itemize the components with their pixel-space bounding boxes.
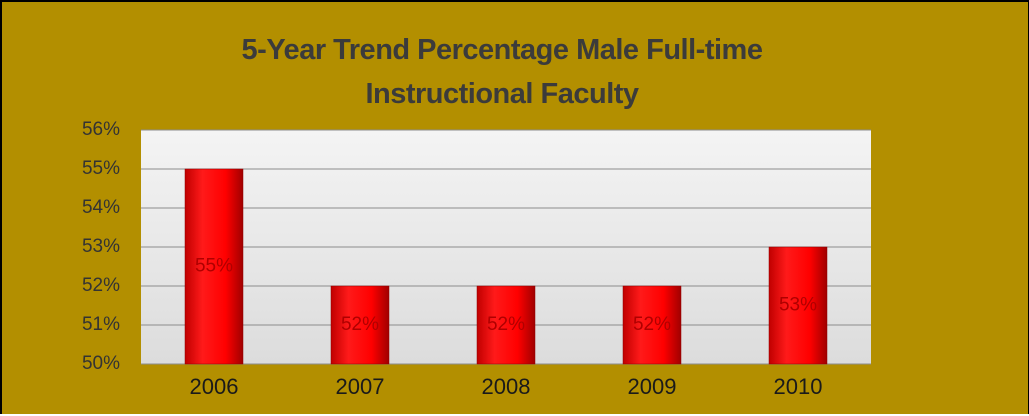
chart-title: 5-Year Trend Percentage Male Full-time I… <box>241 34 763 110</box>
y-tick-label: 52% <box>82 275 120 296</box>
bar <box>476 285 536 365</box>
data-label: 52% <box>341 314 379 335</box>
x-tick-label: 2007 <box>336 374 385 399</box>
data-label: 53% <box>779 295 817 316</box>
y-tick-label: 51% <box>82 314 120 335</box>
bar <box>184 168 244 365</box>
y-tick-label: 55% <box>82 158 120 179</box>
x-tick-label: 2006 <box>190 374 239 399</box>
x-tick-label: 2008 <box>482 374 531 399</box>
y-tick-label: 54% <box>82 197 120 218</box>
data-label: 52% <box>487 314 525 335</box>
bar <box>330 285 390 365</box>
y-tick-label: 53% <box>82 236 120 257</box>
x-tick-label: 2010 <box>774 374 823 399</box>
bar <box>768 246 828 365</box>
bar <box>622 285 682 365</box>
y-tick-label: 50% <box>82 353 120 374</box>
y-tick-label: 56% <box>82 119 120 140</box>
x-tick-label: 2009 <box>628 374 677 399</box>
data-label: 52% <box>633 314 671 335</box>
data-label: 55% <box>195 256 233 277</box>
